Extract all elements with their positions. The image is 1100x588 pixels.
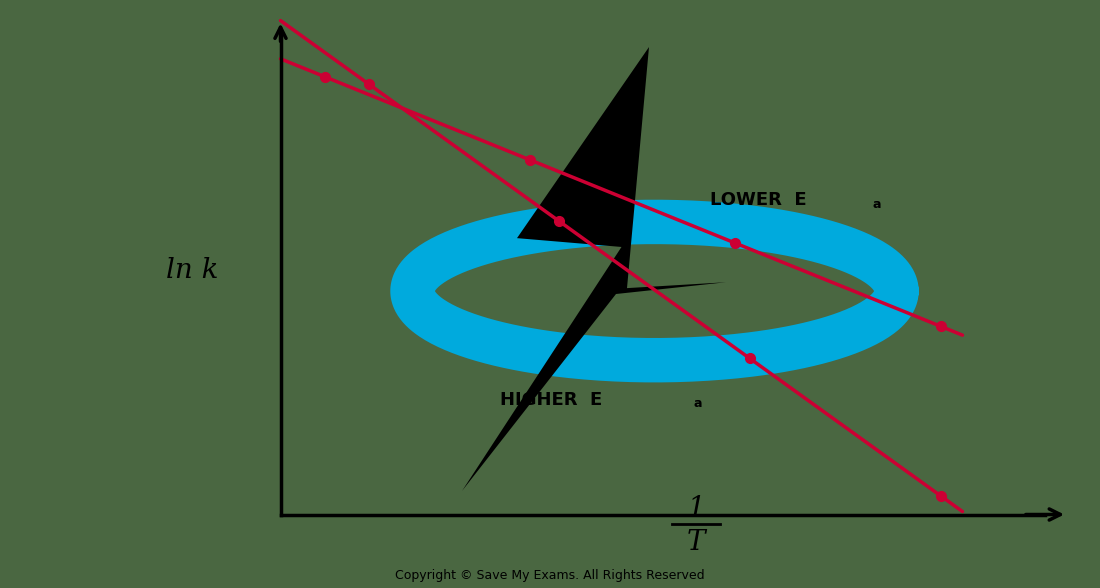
Text: a: a [872,198,881,211]
Text: a: a [693,397,702,410]
Text: ln k: ln k [166,257,219,284]
Text: HIGHER  E: HIGHER E [500,391,603,409]
Text: LOWER  E: LOWER E [710,191,806,209]
Text: Copyright © Save My Exams. All Rights Reserved: Copyright © Save My Exams. All Rights Re… [395,569,705,582]
Text: T: T [686,529,705,556]
Polygon shape [462,47,726,491]
Text: 1: 1 [686,495,705,522]
